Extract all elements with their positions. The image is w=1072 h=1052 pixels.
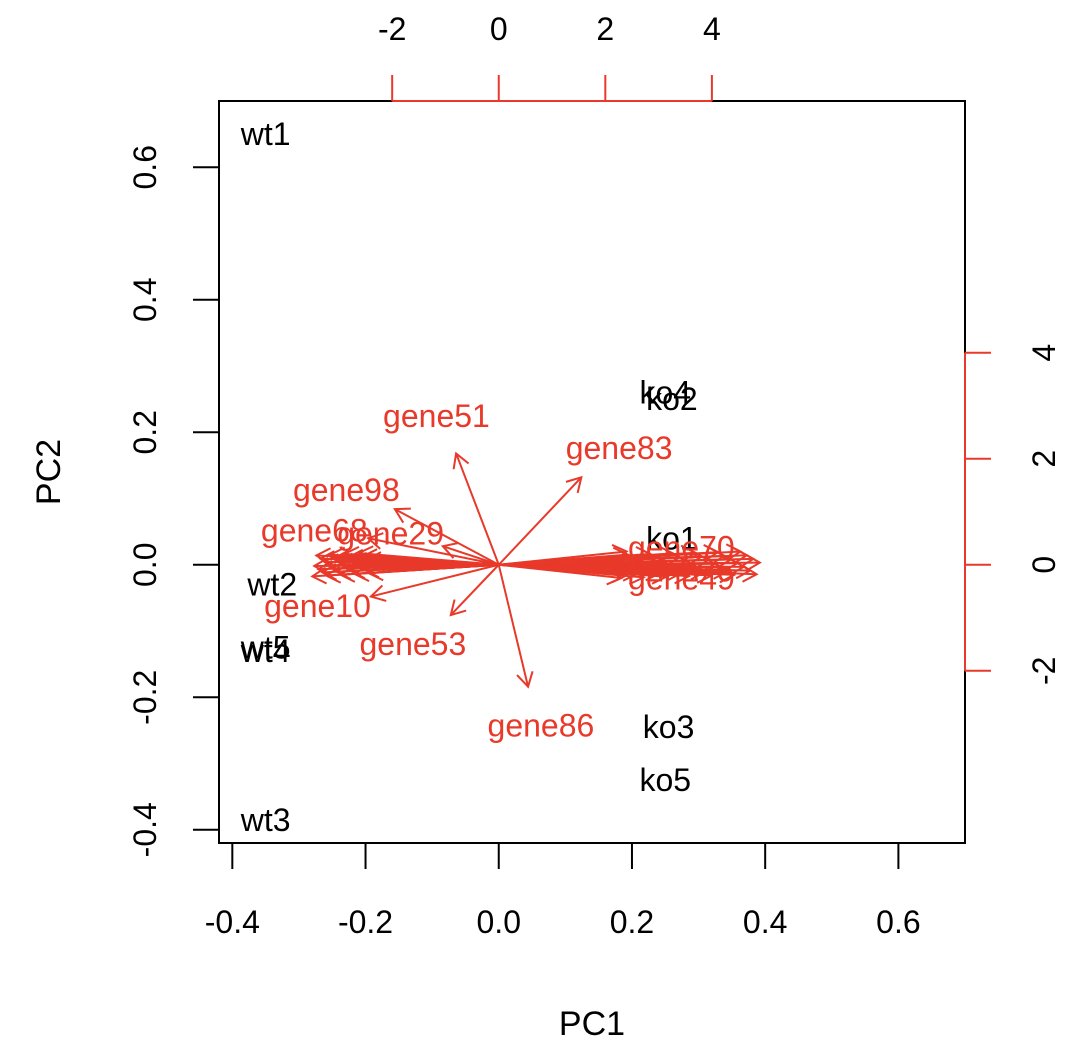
arrow-head: [342, 545, 360, 564]
x-tick-label: 0.4: [743, 904, 787, 940]
arrow-shaft: [450, 564, 500, 616]
sample-label: ko1: [646, 520, 698, 556]
arrow-head: [366, 532, 384, 550]
top-tick-label: -2: [378, 11, 406, 47]
sample-label: ko2: [646, 381, 698, 417]
arrow-head: [449, 599, 467, 617]
gene-arrow: [497, 564, 534, 689]
arrow-head: [611, 565, 629, 584]
arrow-shaft: [498, 550, 627, 566]
gene-label: gene29: [337, 516, 444, 552]
x-tick-label: -0.2: [338, 904, 393, 940]
arrow-head: [393, 507, 411, 524]
pc1-score-axis: -0.4 -0.2 0.0 0.2 0.4 0.6: [205, 842, 921, 940]
right-tick-label: -2: [1026, 657, 1062, 685]
sample-label: wt4: [240, 633, 291, 669]
arrow-shaft: [394, 508, 500, 566]
gene-arrow: [452, 451, 500, 566]
arrow-head: [368, 584, 387, 602]
sample-label: wt2: [246, 567, 297, 603]
y-tick-label: -0.2: [127, 670, 163, 725]
sample-label: wt1: [240, 116, 291, 152]
arrow-head: [440, 541, 459, 559]
gene-label: gene68: [261, 512, 368, 548]
gene-label: gene49: [628, 561, 735, 597]
gene-arrow: [440, 541, 500, 566]
x-tick-label: -0.4: [205, 904, 260, 940]
gene-arrow: [366, 532, 499, 566]
right-tick-label: 0: [1026, 556, 1062, 574]
arrow-head: [356, 545, 374, 564]
y-tick-label: 0.0: [127, 543, 163, 587]
top-tick-label: 4: [703, 11, 721, 47]
y-axis-title: PC2: [30, 439, 68, 505]
gene-arrow: [498, 544, 629, 566]
arrow-head: [314, 547, 331, 566]
right-tick-label: 4: [1026, 344, 1062, 362]
gene-arrow: [498, 475, 583, 566]
arrow-shaft: [368, 537, 499, 566]
arrow-shaft: [358, 552, 499, 566]
gene-arrow: [368, 563, 499, 602]
arrow-head: [328, 546, 346, 565]
x-tick-label: 0.2: [610, 904, 654, 940]
pc2-score-axis: -0.4 -0.2 0.0 0.2 0.4 0.6: [127, 145, 220, 857]
right-bundle-arrow: [498, 543, 743, 566]
left-bundle-arrow: [356, 545, 499, 566]
arrow-shaft: [498, 563, 627, 577]
y-tick-label: 0.6: [127, 145, 163, 189]
x-tick-label: 0.6: [876, 904, 920, 940]
arrow-head: [452, 451, 470, 470]
sample-label: ko4: [639, 375, 691, 411]
arrow-shaft: [498, 550, 741, 566]
arrow-head: [516, 671, 534, 689]
sample-label: ko3: [643, 709, 695, 745]
arrow-head: [611, 544, 629, 562]
gene-label: gene53: [359, 626, 466, 662]
arrow-shaft: [442, 545, 500, 566]
arrow-shaft: [498, 476, 583, 566]
gene-arrow: [498, 563, 629, 584]
gene-label: gene98: [293, 472, 400, 508]
top-tick-label: 2: [596, 11, 614, 47]
gene-arrow: [393, 507, 500, 566]
x-axis-title: PC1: [559, 1005, 625, 1043]
gene-label: gene10: [264, 588, 371, 624]
gene-arrow: [449, 564, 500, 617]
y-tick-label: -0.4: [127, 802, 163, 857]
x-tick-label: 0.0: [477, 904, 521, 940]
sample-label: ko5: [639, 762, 691, 798]
y-tick-label: 0.4: [127, 278, 163, 322]
sample-label: wt5: [240, 630, 291, 666]
arrow-shaft: [497, 564, 530, 687]
arrow-head: [565, 475, 583, 494]
gene-label: gene51: [383, 398, 490, 434]
top-tick-label: 0: [490, 11, 508, 47]
y-tick-label: 0.2: [127, 410, 163, 454]
arrow-shaft: [455, 453, 500, 566]
arrow-shaft: [370, 563, 499, 598]
gene-label: gene83: [566, 430, 673, 466]
arrow-head: [725, 543, 743, 562]
pc1-loading-axis: -2 0 2 4: [378, 11, 721, 102]
gene-loading-arrows: [310, 451, 762, 689]
pc2-loading-axis: -2 0 2 4: [964, 344, 1062, 685]
gene-label: gene86: [488, 708, 595, 744]
sample-label: wt3: [240, 802, 291, 838]
right-tick-label: 2: [1026, 450, 1062, 468]
gene-label: gene70: [628, 529, 735, 565]
